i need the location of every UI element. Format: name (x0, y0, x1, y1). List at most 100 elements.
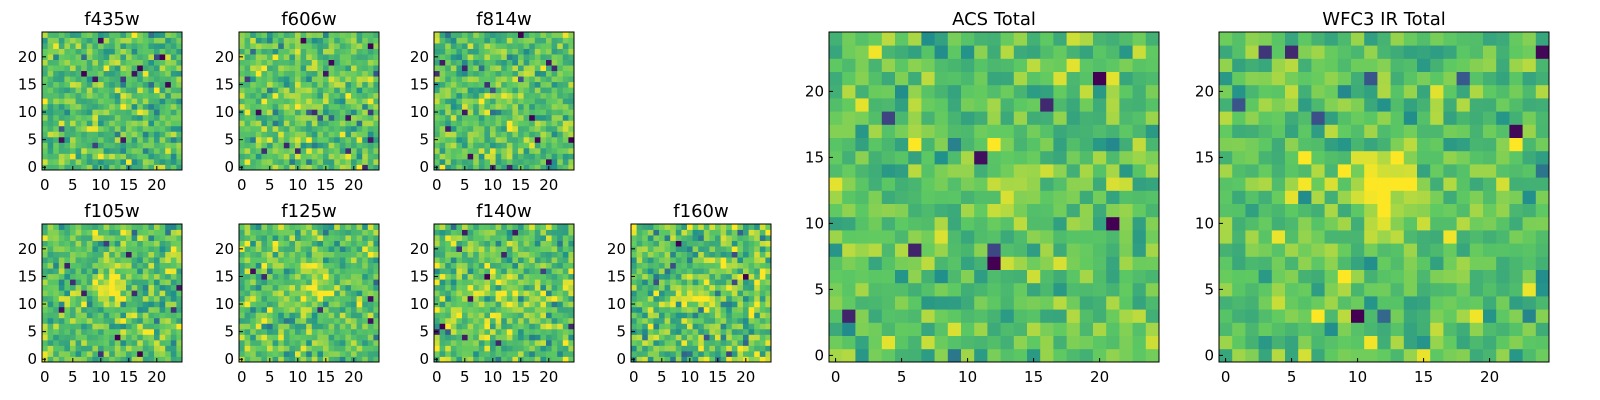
heatmap-cell (484, 65, 491, 72)
heatmap-cell (272, 142, 279, 149)
heatmap-cell (81, 251, 88, 258)
heatmap-cell (176, 262, 183, 269)
heatmap-cell (529, 224, 536, 230)
heatmap-cell (261, 323, 268, 330)
heatmap-cell (478, 32, 485, 38)
heatmap-cell (339, 114, 346, 121)
heatmap-cell (829, 137, 843, 152)
heatmap-cell (698, 284, 705, 291)
heatmap-cell (103, 54, 110, 60)
heatmap-cell (434, 65, 440, 72)
heatmap-cell (103, 262, 110, 269)
heatmap-cell (518, 54, 524, 60)
heatmap-cell (1079, 322, 1094, 336)
heatmap-cell (334, 76, 341, 83)
heatmap-cell (895, 164, 909, 178)
heatmap-cell (445, 136, 452, 143)
heatmap-cell (490, 120, 496, 127)
heatmap-cell (362, 246, 369, 252)
heatmap-cell (159, 136, 166, 143)
heatmap-cell (518, 158, 524, 165)
heatmap-cell (42, 103, 48, 110)
heatmap-cell (540, 235, 547, 241)
heatmap-cell (961, 216, 975, 231)
heatmap-cell (642, 334, 649, 341)
heatmap-cell (562, 70, 569, 77)
heatmap-cell (334, 284, 341, 291)
heatmap-cell (328, 323, 335, 330)
heatmap-cell (47, 312, 54, 319)
heatmap-cell (529, 48, 536, 55)
heatmap-cell (300, 153, 307, 160)
heatmap-cell (328, 164, 335, 171)
heatmap-cell (467, 268, 474, 275)
heatmap-cell (75, 328, 82, 335)
heatmap-cell (120, 136, 127, 143)
heatmap-cell (75, 125, 82, 132)
heatmap-cell (176, 312, 183, 319)
heatmap-cell (70, 147, 76, 154)
heatmap-cell (58, 295, 65, 302)
heatmap-cell (681, 229, 688, 236)
heatmap-cell (239, 339, 245, 346)
heatmap-cell (568, 158, 575, 165)
x-tick-label: 20 (344, 368, 363, 386)
heatmap-cell (142, 147, 149, 154)
heatmap-cell (345, 48, 352, 55)
heatmap-cell (278, 323, 285, 330)
heatmap-cell (842, 243, 856, 257)
heatmap-cell (506, 125, 513, 132)
heatmap-cell (523, 125, 530, 132)
heatmap-cell (239, 103, 245, 110)
heatmap-cell (462, 262, 468, 269)
heatmap-cell (715, 328, 721, 335)
heatmap-cell (947, 269, 962, 284)
heatmap-cell (659, 279, 665, 286)
heatmap-cell (439, 224, 446, 230)
heatmap-cell (947, 348, 962, 363)
heatmap-cell (540, 70, 547, 77)
heatmap-cell (306, 81, 313, 88)
heatmap-cell (289, 235, 296, 241)
heatmap-cell (731, 262, 738, 269)
heatmap-cell (921, 137, 935, 152)
heatmap-cell (687, 224, 693, 230)
heatmap-cell (456, 317, 463, 324)
heatmap-cell (1000, 348, 1015, 363)
heatmap-cell (317, 350, 324, 357)
heatmap-cell (754, 273, 761, 280)
heatmap-cell (506, 98, 513, 105)
heatmap-cell (239, 284, 245, 291)
heatmap-cell (300, 306, 307, 313)
heatmap-cell (58, 48, 65, 55)
heatmap-cell (540, 279, 547, 286)
heatmap-cell (754, 295, 761, 302)
heatmap-cell (737, 251, 744, 258)
heatmap-cell (551, 240, 558, 247)
heatmap-cell (720, 268, 727, 275)
heatmap-cell (70, 295, 76, 302)
heatmap-cell (523, 224, 530, 230)
y-tick-label: 0 (419, 158, 429, 176)
heatmap-cell (98, 136, 104, 143)
heatmap-cell (692, 295, 699, 302)
heatmap-cell (64, 114, 71, 121)
heatmap-cell (328, 136, 335, 143)
heatmap-cell (961, 322, 975, 336)
heatmap-cell (709, 312, 716, 319)
heatmap-cell (70, 290, 76, 297)
heatmap-cell (450, 81, 457, 88)
heatmap-cell (540, 306, 547, 313)
heatmap-cell (1119, 177, 1133, 191)
heatmap-cell (295, 43, 301, 49)
heatmap-cell (462, 312, 468, 319)
heatmap-cell (103, 48, 110, 55)
heatmap-cell (947, 164, 962, 178)
heatmap-cell (98, 224, 104, 230)
heatmap-cell (551, 284, 558, 291)
heatmap-cell (289, 284, 296, 291)
heatmap-cell (534, 147, 541, 154)
heatmap-cell (439, 153, 446, 160)
heatmap-cell (687, 290, 693, 297)
heatmap-cell (462, 350, 468, 357)
